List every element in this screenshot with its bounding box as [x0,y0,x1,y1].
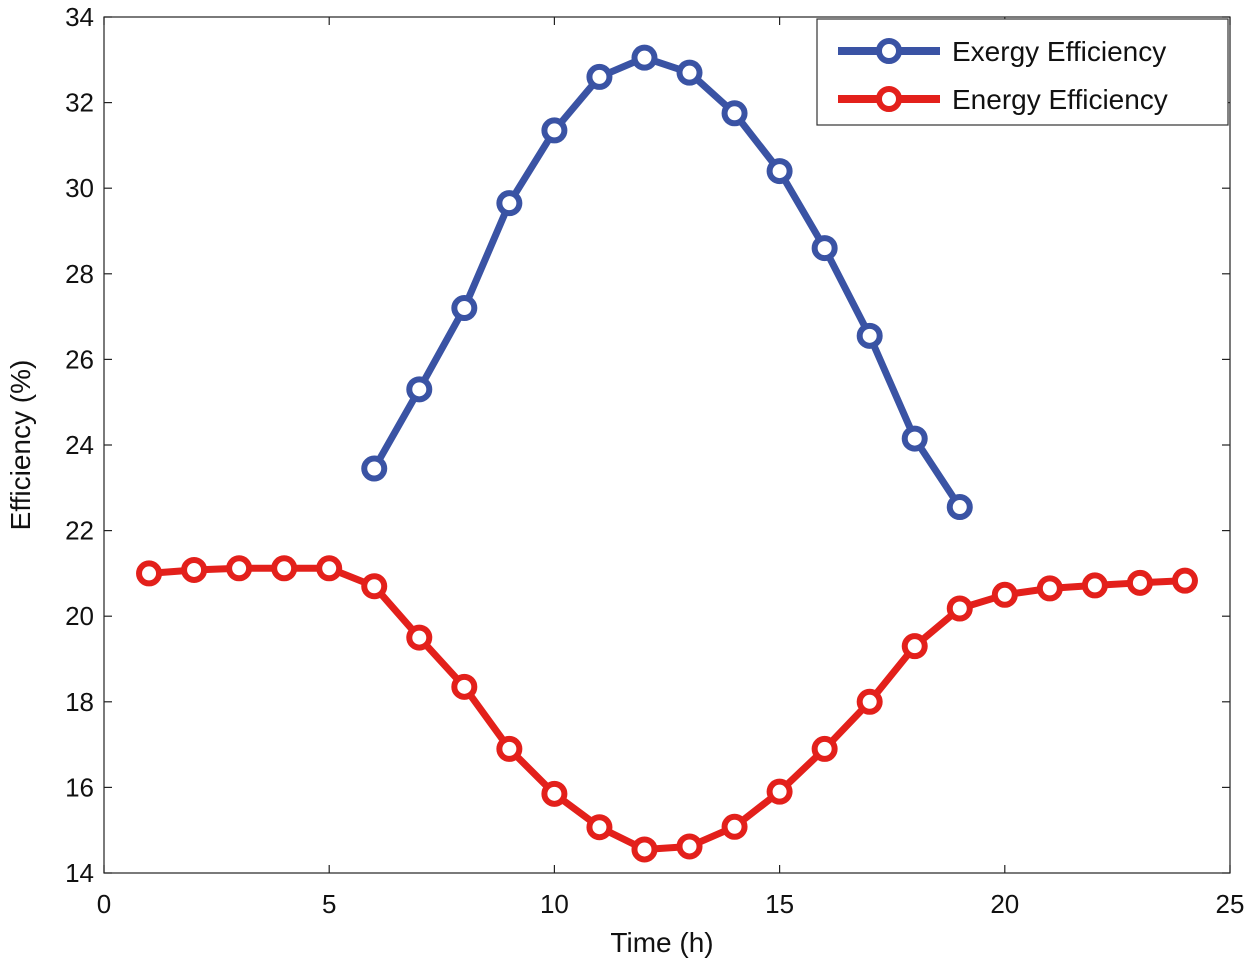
data-point-exergy-efficiency-11 [586,63,613,90]
axis-tick-labels: 0 5 10 15 20 25 14 16 18 20 22 24 26 28 30 32 34 [65,2,1244,919]
data-point-exergy-efficiency-10 [541,117,568,144]
data-point-energy-efficiency-20 [991,581,1018,608]
y-tick-label-7: 28 [65,259,94,289]
data-point-energy-efficiency-12 [631,836,658,863]
y-tick-label-10: 34 [65,2,94,32]
y-tick-label-4: 22 [65,516,94,546]
data-point-energy-efficiency-21 [1036,575,1063,602]
data-point-energy-efficiency-7 [406,624,433,651]
data-point-energy-efficiency-24 [1171,567,1198,594]
data-point-energy-efficiency-19 [946,595,973,622]
data-point-exergy-efficiency-19 [946,494,973,521]
data-point-energy-efficiency-5 [316,555,343,582]
data-point-energy-efficiency-14 [721,813,748,840]
x-axis-title: Time (h) [610,927,713,958]
legend-marker-energy [876,86,902,112]
data-point-energy-efficiency-4 [271,555,298,582]
data-point-energy-efficiency-1 [136,560,163,587]
data-point-energy-efficiency-9 [496,735,523,762]
y-tick-label-1: 16 [65,772,94,802]
x-tick-label-3: 15 [765,889,794,919]
data-point-exergy-efficiency-6 [361,455,388,482]
data-point-exergy-efficiency-7 [406,376,433,403]
x-tick-label-5: 25 [1216,889,1245,919]
series-line-exergy-efficiency [370,54,964,511]
data-point-energy-efficiency-23 [1126,569,1153,596]
data-point-energy-efficiency-3 [226,555,253,582]
data-point-exergy-efficiency-15 [766,158,793,185]
x-tick-label-0: 0 [97,889,111,919]
data-point-exergy-efficiency-16 [811,235,838,262]
y-axis-title: Efficiency (%) [5,360,36,531]
data-point-energy-efficiency-2 [181,556,208,583]
data-point-exergy-efficiency-14 [721,100,748,127]
axis-ticks [103,16,1231,874]
x-tick-label-4: 20 [990,889,1019,919]
data-point-exergy-efficiency-9 [496,190,523,217]
legend-label-exergy: Exergy Efficiency [952,36,1166,67]
x-tick-label-2: 10 [540,889,569,919]
data-point-energy-efficiency-16 [811,735,838,762]
data-point-exergy-efficiency-13 [676,59,703,86]
data-point-energy-efficiency-22 [1081,572,1108,599]
data-point-energy-efficiency-17 [856,688,883,715]
data-point-exergy-efficiency-17 [856,322,883,349]
data-point-energy-efficiency-18 [901,633,928,660]
data-point-exergy-efficiency-12 [631,44,658,71]
y-tick-label-3: 20 [65,601,94,631]
data-point-energy-efficiency-11 [586,814,613,841]
series-layer [136,44,1198,863]
y-tick-label-0: 14 [65,858,94,888]
plot-area [103,16,1231,874]
data-point-energy-efficiency-15 [766,778,793,805]
legend-label-energy: Energy Efficiency [952,84,1168,115]
data-point-exergy-efficiency-18 [901,425,928,452]
y-tick-label-2: 18 [65,687,94,717]
legend-marker-exergy [876,38,902,64]
y-tick-label-6: 26 [65,344,94,374]
y-tick-label-9: 32 [65,88,94,118]
legend: Exergy Efficiency Energy Efficiency [816,18,1229,126]
x-tick-label-1: 5 [322,889,336,919]
data-point-energy-efficiency-10 [541,780,568,807]
y-tick-label-8: 30 [65,173,94,203]
data-point-exergy-efficiency-8 [451,295,478,322]
data-point-energy-efficiency-13 [676,833,703,860]
y-tick-label-5: 24 [65,430,94,460]
data-point-energy-efficiency-8 [451,673,478,700]
data-point-energy-efficiency-6 [361,573,388,600]
